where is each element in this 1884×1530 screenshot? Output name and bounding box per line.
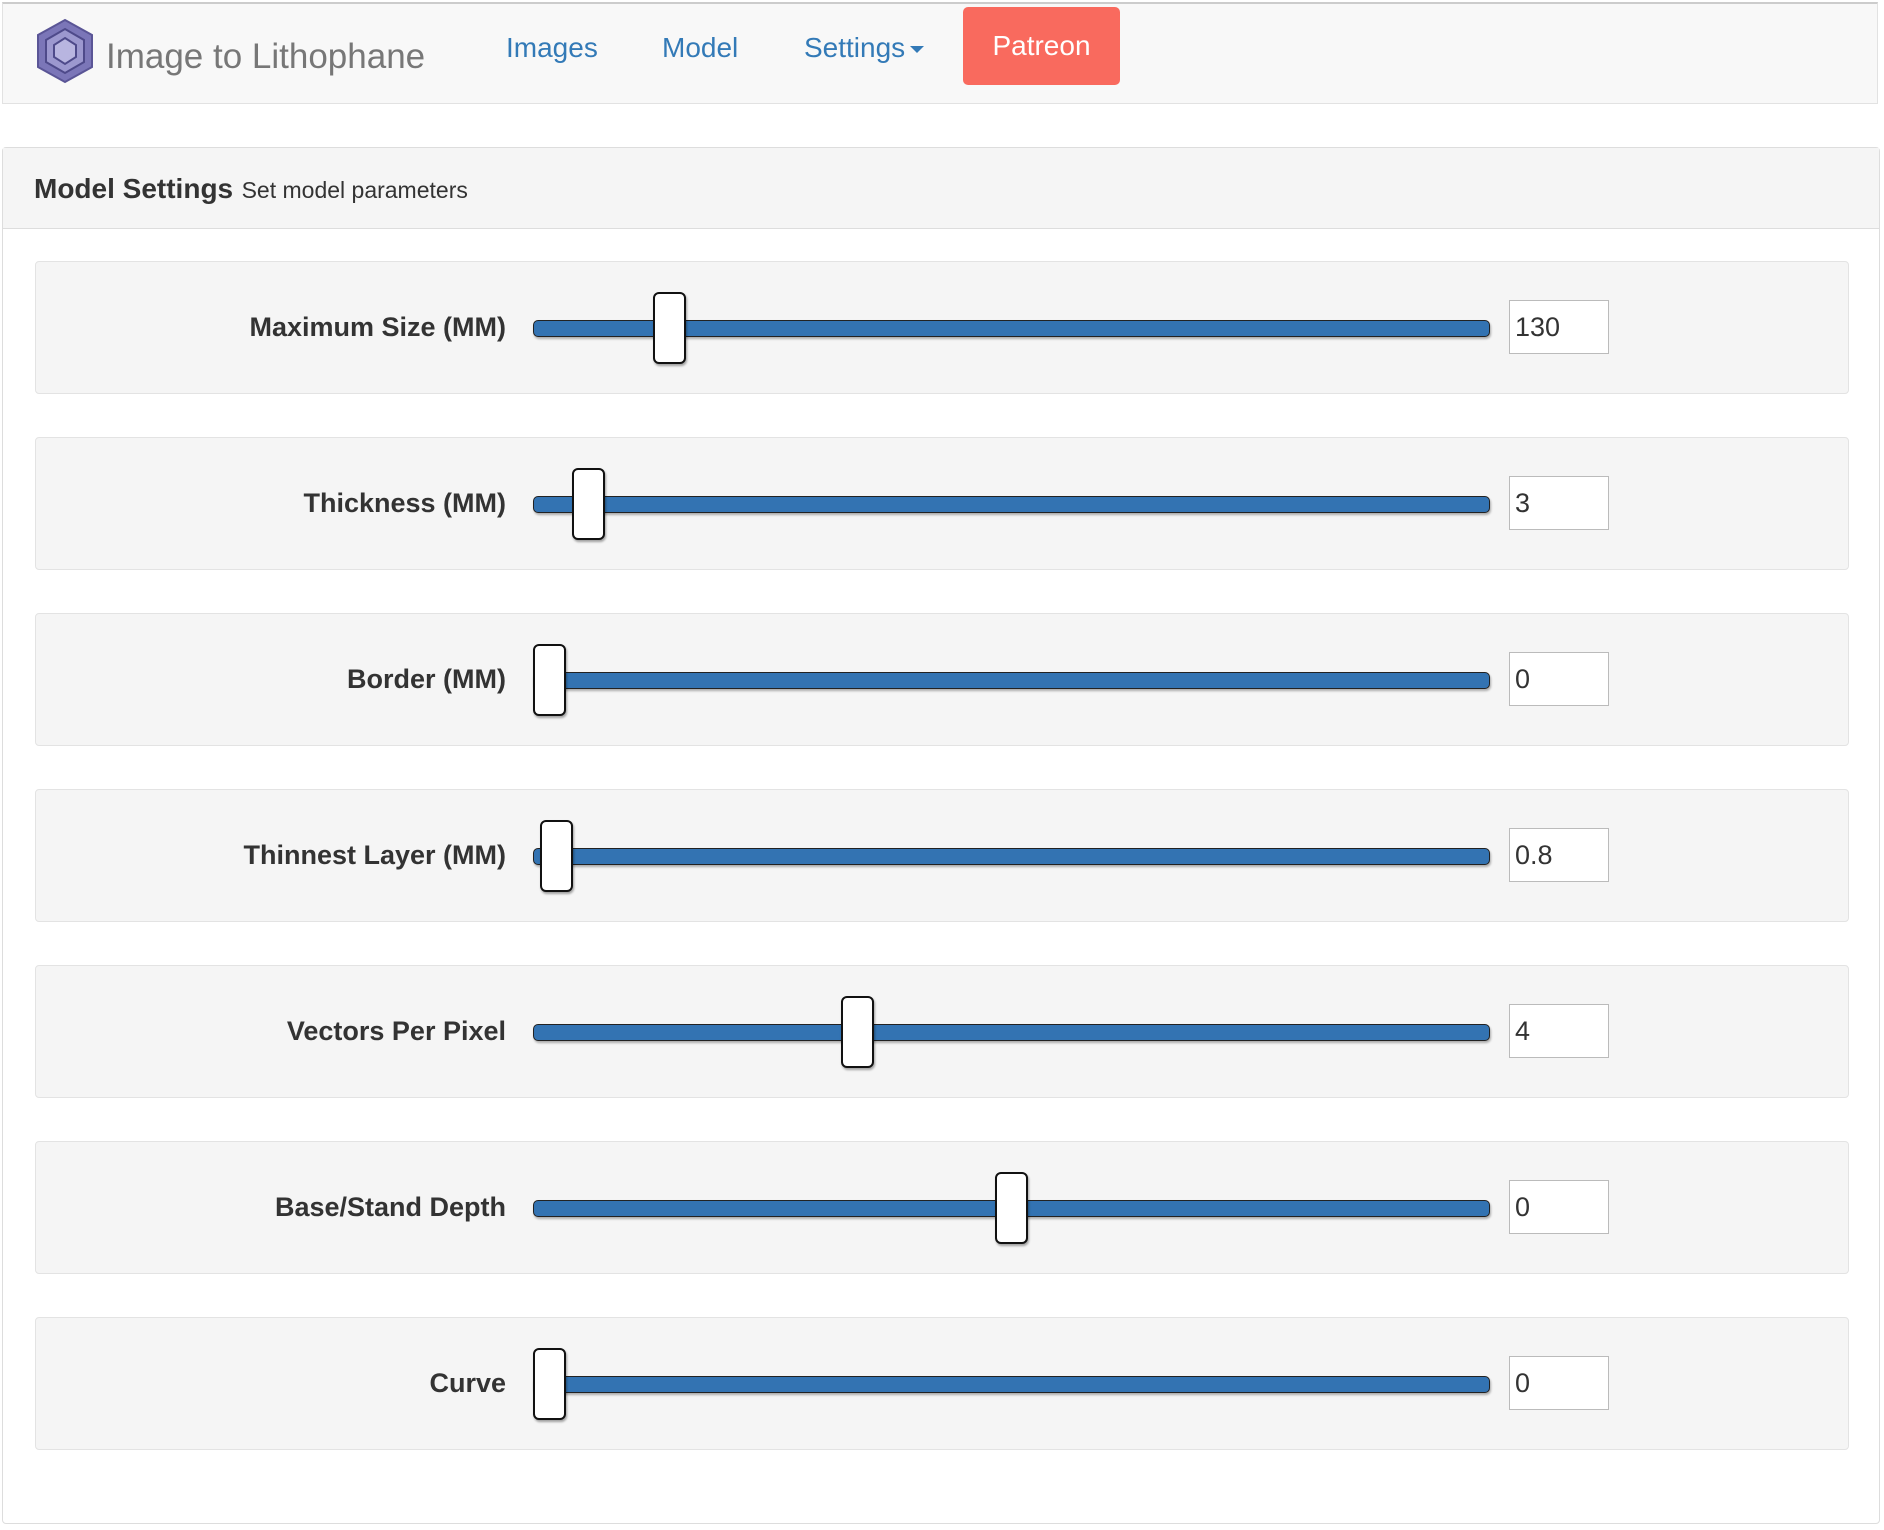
setting-label: Vectors Per Pixel	[286, 1016, 506, 1046]
value-input[interactable]: 4	[1509, 1004, 1609, 1058]
value-input[interactable]: 130	[1509, 300, 1609, 354]
setting-row: Thinnest Layer (MM) 0.8	[35, 789, 1849, 922]
slider-handle[interactable]	[571, 468, 605, 540]
value-input[interactable]: 0.8	[1509, 828, 1609, 882]
setting-row: Vectors Per Pixel 4	[35, 965, 1849, 1098]
setting-label: Border (MM)	[347, 664, 506, 694]
slider[interactable]	[533, 292, 1490, 364]
slider[interactable]	[533, 996, 1490, 1068]
slider-handle[interactable]	[840, 996, 874, 1068]
panel-title: Model Settings	[34, 173, 234, 204]
slider[interactable]	[533, 1172, 1490, 1244]
slider-handle[interactable]	[995, 1172, 1028, 1244]
setting-row: Thickness (MM) 3	[35, 437, 1849, 570]
value-input[interactable]: 0	[1509, 652, 1609, 706]
panel-subtitle: Set model parameters	[241, 177, 468, 203]
caret	[910, 46, 925, 54]
setting-label: Thinnest Layer (MM)	[243, 840, 506, 870]
setting-row: Curve 0	[35, 1317, 1849, 1450]
nav-link[interactable]: Images	[506, 32, 598, 63]
slider[interactable]	[533, 644, 1490, 716]
panel-heading: Model Settings Set model parameters	[3, 148, 1879, 229]
patreon-button[interactable]: Patreon	[963, 7, 1120, 85]
slider-handle[interactable]	[533, 1348, 566, 1420]
setting-label: Base/Stand Depth	[274, 1192, 506, 1222]
panel: Model Settings Set model parameters Maxi…	[2, 147, 1880, 1524]
nav-dropdown[interactable]: Settings	[804, 32, 925, 64]
value-input[interactable]: 0	[1509, 1180, 1609, 1234]
nav-link-text: Settings	[804, 32, 906, 63]
value-input[interactable]: 0	[1509, 1356, 1609, 1410]
slider[interactable]	[533, 468, 1490, 540]
setting-label: Thickness (MM)	[303, 488, 506, 518]
setting-label: Maximum Size (MM)	[249, 312, 506, 342]
slider-handle[interactable]	[540, 820, 574, 892]
setting-row: Base/Stand Depth 0	[35, 1141, 1849, 1274]
navbar: Image to Lithophane Images Model Setting…	[2, 2, 1878, 104]
slider[interactable]	[533, 820, 1490, 892]
logo	[37, 18, 93, 84]
slider-handle[interactable]	[533, 644, 566, 716]
brand[interactable]: Image to Lithophane	[106, 37, 426, 76]
slider[interactable]	[533, 1348, 1490, 1420]
setting-row: Maximum Size (MM) 130	[35, 261, 1849, 394]
setting-row: Border (MM) 0	[35, 613, 1849, 746]
nav-link[interactable]: Model	[662, 32, 739, 63]
setting-label: Curve	[429, 1368, 506, 1398]
value-input[interactable]: 3	[1509, 476, 1609, 530]
slider-handle[interactable]	[653, 292, 687, 364]
